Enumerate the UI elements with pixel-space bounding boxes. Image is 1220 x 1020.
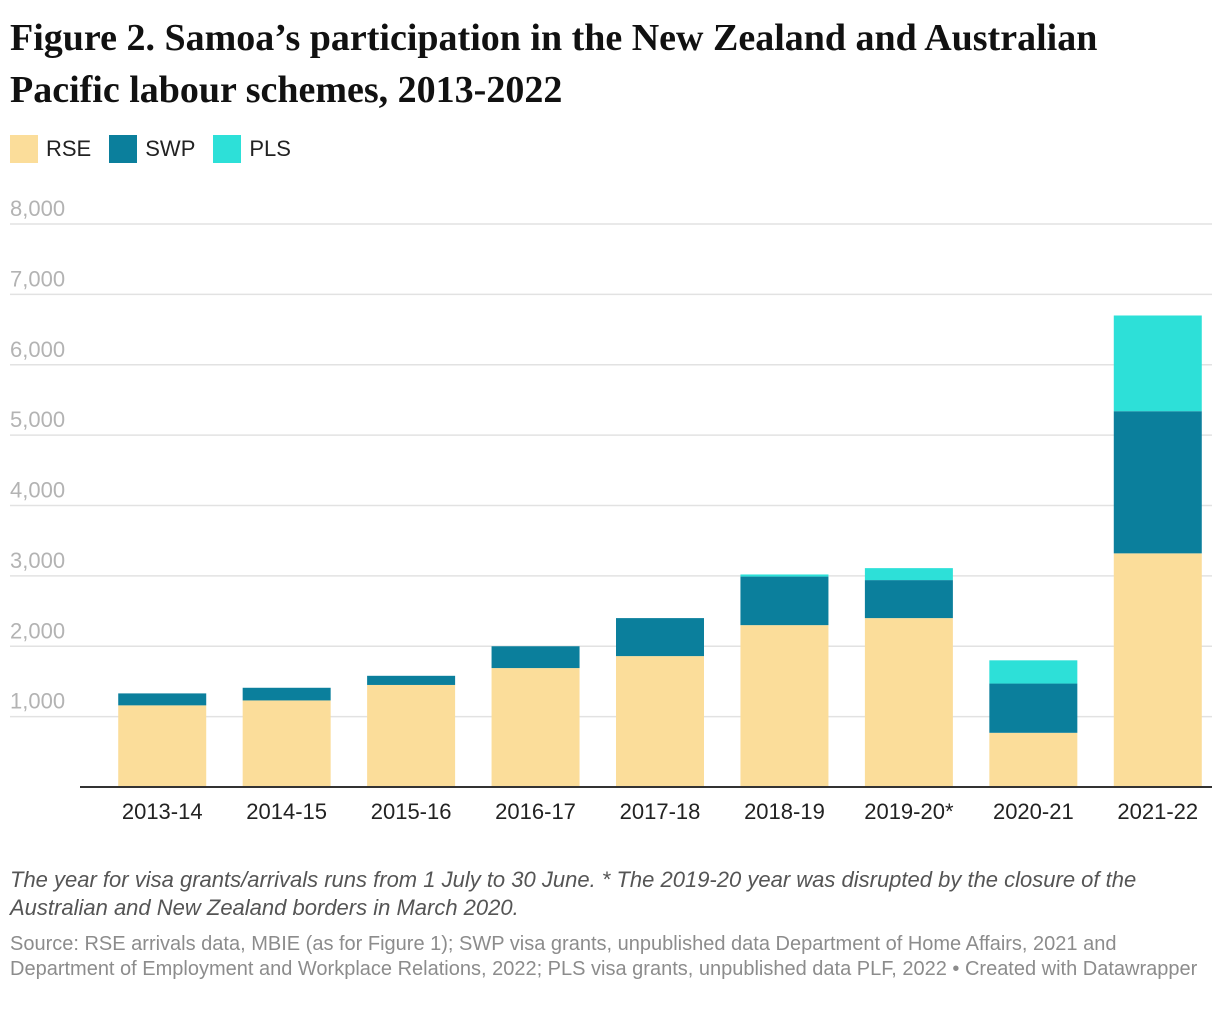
bar-swp-2018-19 bbox=[740, 576, 829, 626]
chart-title: Figure 2. Samoa’s participation in the N… bbox=[10, 17, 1098, 111]
bar-pls-2018-19 bbox=[740, 574, 829, 577]
legend-item-pls: PLS bbox=[213, 135, 291, 163]
bar-swp-2013-14 bbox=[118, 693, 207, 706]
legend-swatch-pls bbox=[213, 135, 242, 163]
x-tick-label: 2019-20* bbox=[864, 799, 954, 824]
x-tick-label: 2018-19 bbox=[744, 799, 825, 824]
y-tick-label: 3,000 bbox=[10, 548, 65, 573]
x-tick-label: 2021-22 bbox=[1117, 799, 1198, 824]
bar-rse-2020-21 bbox=[989, 732, 1078, 787]
legend-item-rse: RSE bbox=[10, 135, 91, 163]
y-tick-label: 5,000 bbox=[10, 407, 65, 432]
bar-swp-2017-18 bbox=[616, 618, 704, 657]
bar-swp-2015-16 bbox=[367, 675, 456, 685]
x-tick-label: 2013-14 bbox=[122, 799, 203, 824]
bar-rse-2019-20 bbox=[864, 618, 953, 787]
y-tick-label: 7,000 bbox=[10, 266, 65, 291]
y-tick-label: 8,000 bbox=[10, 196, 65, 221]
legend-label-rse: RSE bbox=[46, 136, 92, 161]
bar-rse-2014-15 bbox=[242, 700, 331, 787]
bar-swp-2014-15 bbox=[242, 687, 331, 701]
legend-label-swp: SWP bbox=[145, 136, 196, 161]
chart-note: The year for visa grants/arrivals runs f… bbox=[10, 867, 1137, 920]
y-tick-label: 4,000 bbox=[10, 478, 65, 503]
stacked-bar-chart: 1,000 2,000 3,000 4,000 5,000 6,000 7,000 8,000… bbox=[10, 196, 1212, 824]
bar-swp-2016-17 bbox=[491, 646, 580, 669]
bar-pls-2020-21 bbox=[989, 660, 1078, 684]
legend-swatch-rse bbox=[10, 135, 38, 163]
legend-label-pls: PLS bbox=[249, 136, 291, 161]
bar-rse-2018-19 bbox=[740, 625, 829, 787]
y-tick-label: 1,000 bbox=[10, 689, 65, 714]
x-tick-label: 2016-17 bbox=[495, 799, 576, 824]
bar-swp-2020-21 bbox=[989, 683, 1078, 733]
x-tick-label: 2020-21 bbox=[993, 799, 1074, 824]
bar-rse-2016-17 bbox=[491, 668, 580, 787]
legend-item-swp: SWP bbox=[109, 135, 195, 163]
bar-swp-2019-20 bbox=[864, 580, 953, 619]
bar-rse-2017-18 bbox=[616, 656, 704, 787]
y-tick-label: 2,000 bbox=[10, 618, 65, 643]
bar-rse-2021-22 bbox=[1113, 553, 1202, 787]
bar-pls-2021-22 bbox=[1113, 315, 1202, 412]
x-tick-label: 2014-15 bbox=[246, 799, 327, 824]
bar-rse-2013-14 bbox=[118, 705, 207, 787]
legend-swatch-swp bbox=[109, 135, 138, 163]
chart-source: Source: RSE arrivals data, MBIE (as for … bbox=[10, 933, 1198, 980]
bar-pls-2019-20 bbox=[864, 568, 953, 581]
bar-swp-2021-22 bbox=[1113, 411, 1202, 554]
x-tick-label: 2015-16 bbox=[371, 799, 452, 824]
x-tick-label: 2017-18 bbox=[620, 799, 701, 824]
y-tick-label: 6,000 bbox=[10, 337, 65, 362]
legend: RSE SWP PLS bbox=[10, 135, 309, 163]
bar-rse-2015-16 bbox=[367, 684, 456, 787]
